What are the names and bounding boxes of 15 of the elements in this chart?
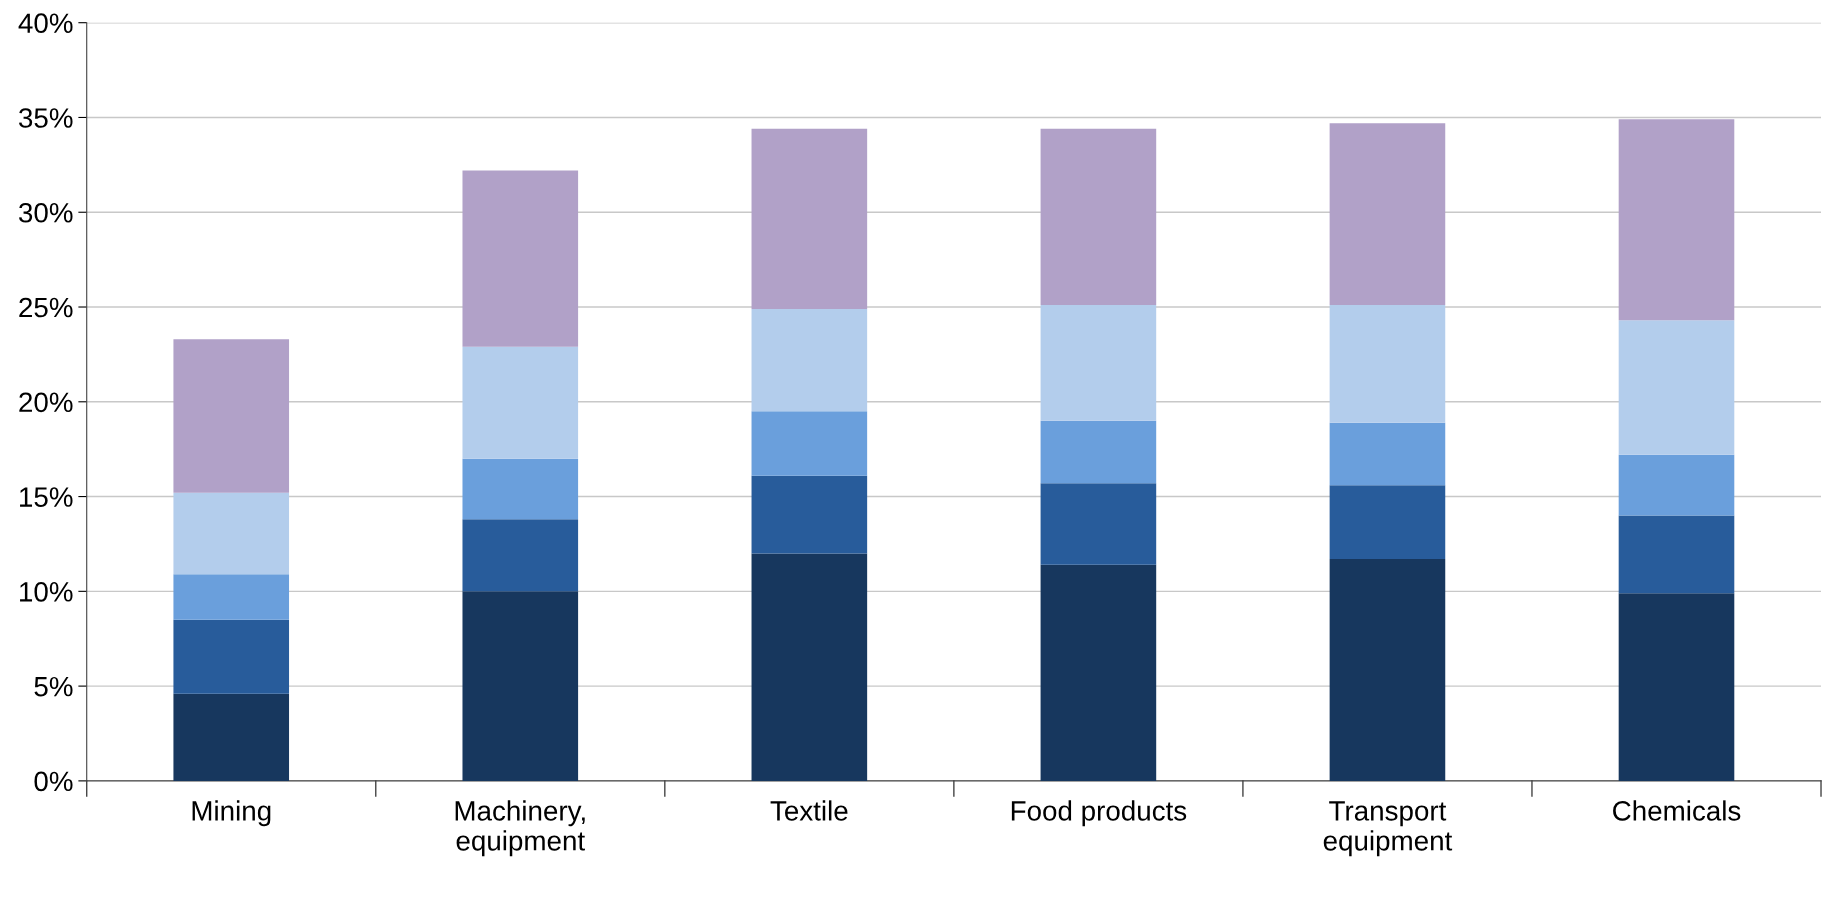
- x-tick-label: Food products: [1011, 800, 1187, 827]
- y-tick-label: 40%: [18, 13, 73, 34]
- y-tick-label: 35%: [18, 108, 73, 128]
- x-tick-label: Chemicals: [1613, 800, 1741, 821]
- y-tick-label: 10%: [20, 582, 73, 602]
- y-tick-label: 5%: [34, 676, 73, 697]
- y-tick-label: 30%: [18, 202, 73, 223]
- x-tick-label: Mining: [192, 800, 271, 827]
- y-tick-label: 0%: [34, 771, 73, 792]
- y-tick-label: 25%: [19, 297, 73, 318]
- y-tick-label: 20%: [19, 392, 73, 413]
- y-tick-label: 15%: [20, 487, 73, 507]
- x-tick-label: Textile: [770, 800, 848, 821]
- x-tick-label: Machinery, equipment: [455, 800, 585, 857]
- x-tick-label: Transport equipment: [1323, 801, 1453, 857]
